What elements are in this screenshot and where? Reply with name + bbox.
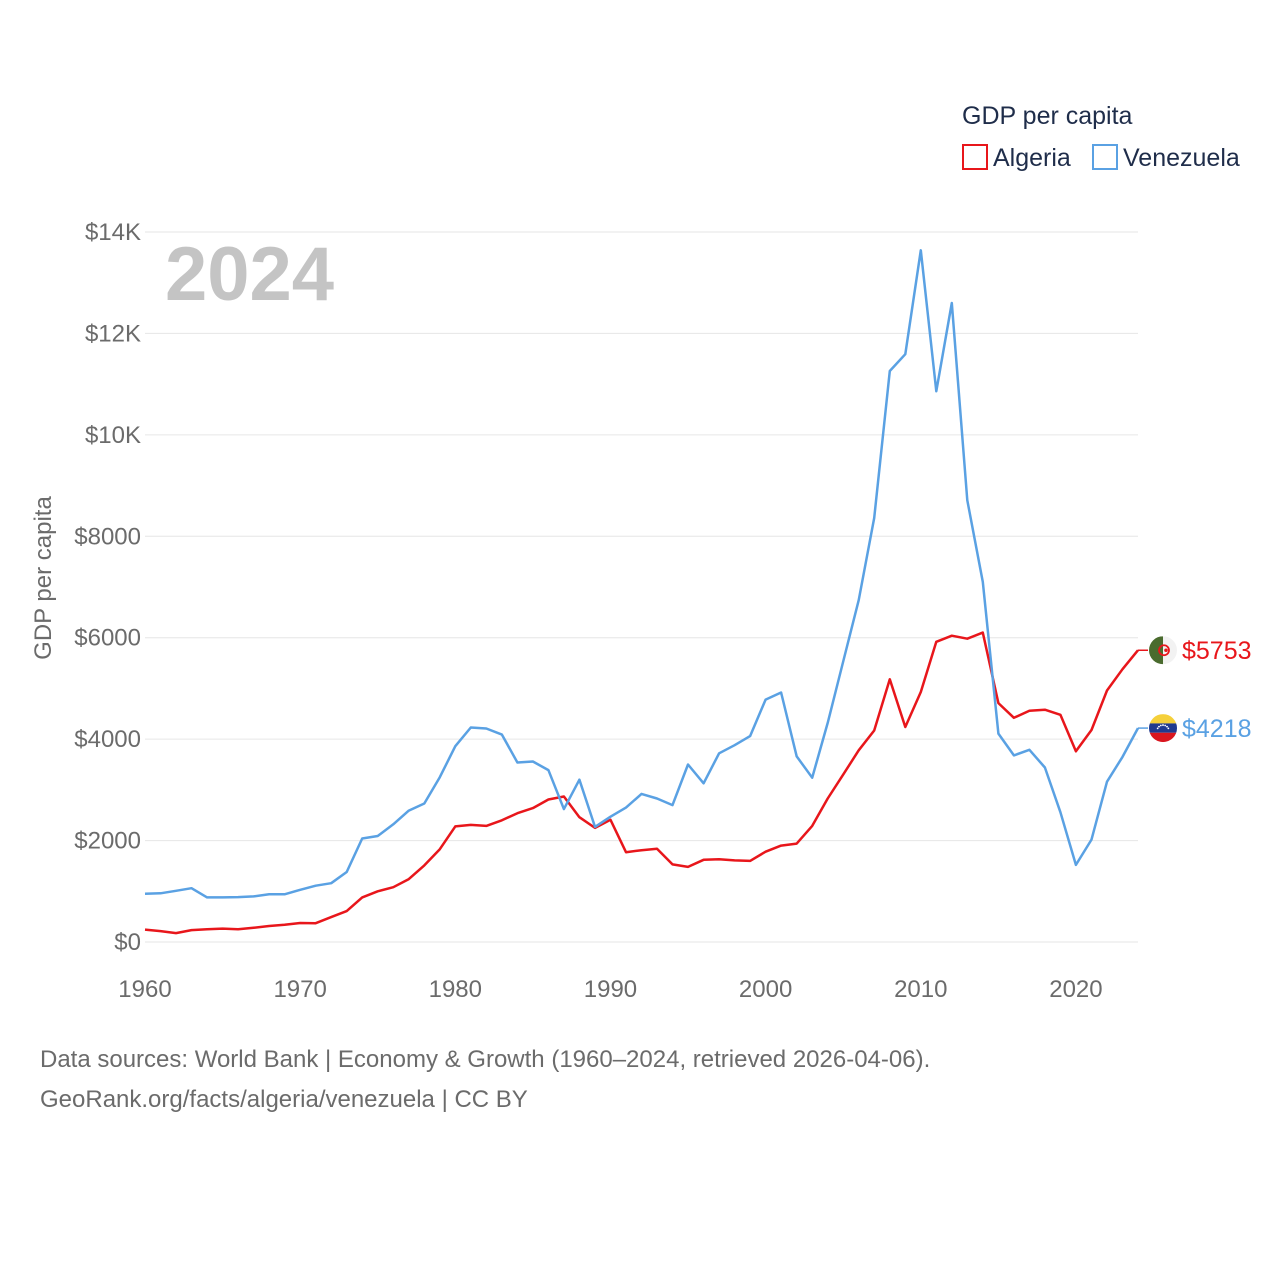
- data-source-line: Data sources: World Bank | Economy & Gro…: [40, 1046, 931, 1073]
- gdp-line-chart: $0$2000$4000$6000$8000$10K$12K$14K 1960 1…: [30, 102, 1252, 1003]
- gridlines: [145, 231, 1138, 943]
- legend: GDP per capita Algeria Venezuela: [962, 102, 1240, 172]
- venezuela-flag-icon: [1149, 714, 1177, 743]
- y-tick-label: $10K: [85, 422, 141, 449]
- year-watermark: 2024: [165, 232, 334, 317]
- end-value-label-algeria: $5753: [1182, 637, 1252, 665]
- legend-label-venezuela: Venezuela: [1123, 144, 1240, 172]
- y-axis-ticks: $0 $2000 $4000 $6000 $8000 $10K $12K $14K: [74, 219, 141, 956]
- y-tick-label: $4000: [74, 726, 141, 753]
- series-lines: [144, 249, 1140, 935]
- series-line-algeria: [144, 631, 1139, 935]
- legend-label-algeria: Algeria: [993, 144, 1071, 172]
- legend-title: GDP per capita: [962, 102, 1133, 130]
- legend-swatch-venezuela: [1092, 144, 1118, 170]
- x-tick-label: 1960: [118, 976, 171, 1003]
- y-tick-label: $12K: [85, 320, 141, 347]
- end-value-label-venezuela: $4218: [1182, 715, 1252, 743]
- y-tick-label: $6000: [74, 625, 141, 652]
- y-axis-label: GDP per capita: [30, 496, 57, 660]
- x-tick-label: 2010: [894, 976, 947, 1003]
- y-tick-label: $2000: [74, 828, 141, 855]
- y-tick-label: $14K: [85, 219, 141, 246]
- series-line-venezuela: [144, 249, 1140, 899]
- y-tick-label: $0: [114, 929, 141, 956]
- algeria-flag-icon: [1149, 636, 1177, 665]
- y-tick-label: $8000: [74, 523, 141, 550]
- x-axis-ticks: 1960 1970 1980 1990 2000 2010 2020: [118, 976, 1102, 1003]
- x-tick-label: 1980: [429, 976, 482, 1003]
- end-markers: $5753 $4218: [1138, 636, 1252, 743]
- x-tick-label: 1970: [273, 976, 326, 1003]
- x-tick-label: 1990: [584, 976, 637, 1003]
- x-tick-label: 2000: [739, 976, 792, 1003]
- source-url-line: GeoRank.org/facts/algeria/venezuela | CC…: [40, 1086, 528, 1113]
- legend-swatch-algeria: [962, 144, 988, 170]
- x-tick-label: 2020: [1049, 976, 1102, 1003]
